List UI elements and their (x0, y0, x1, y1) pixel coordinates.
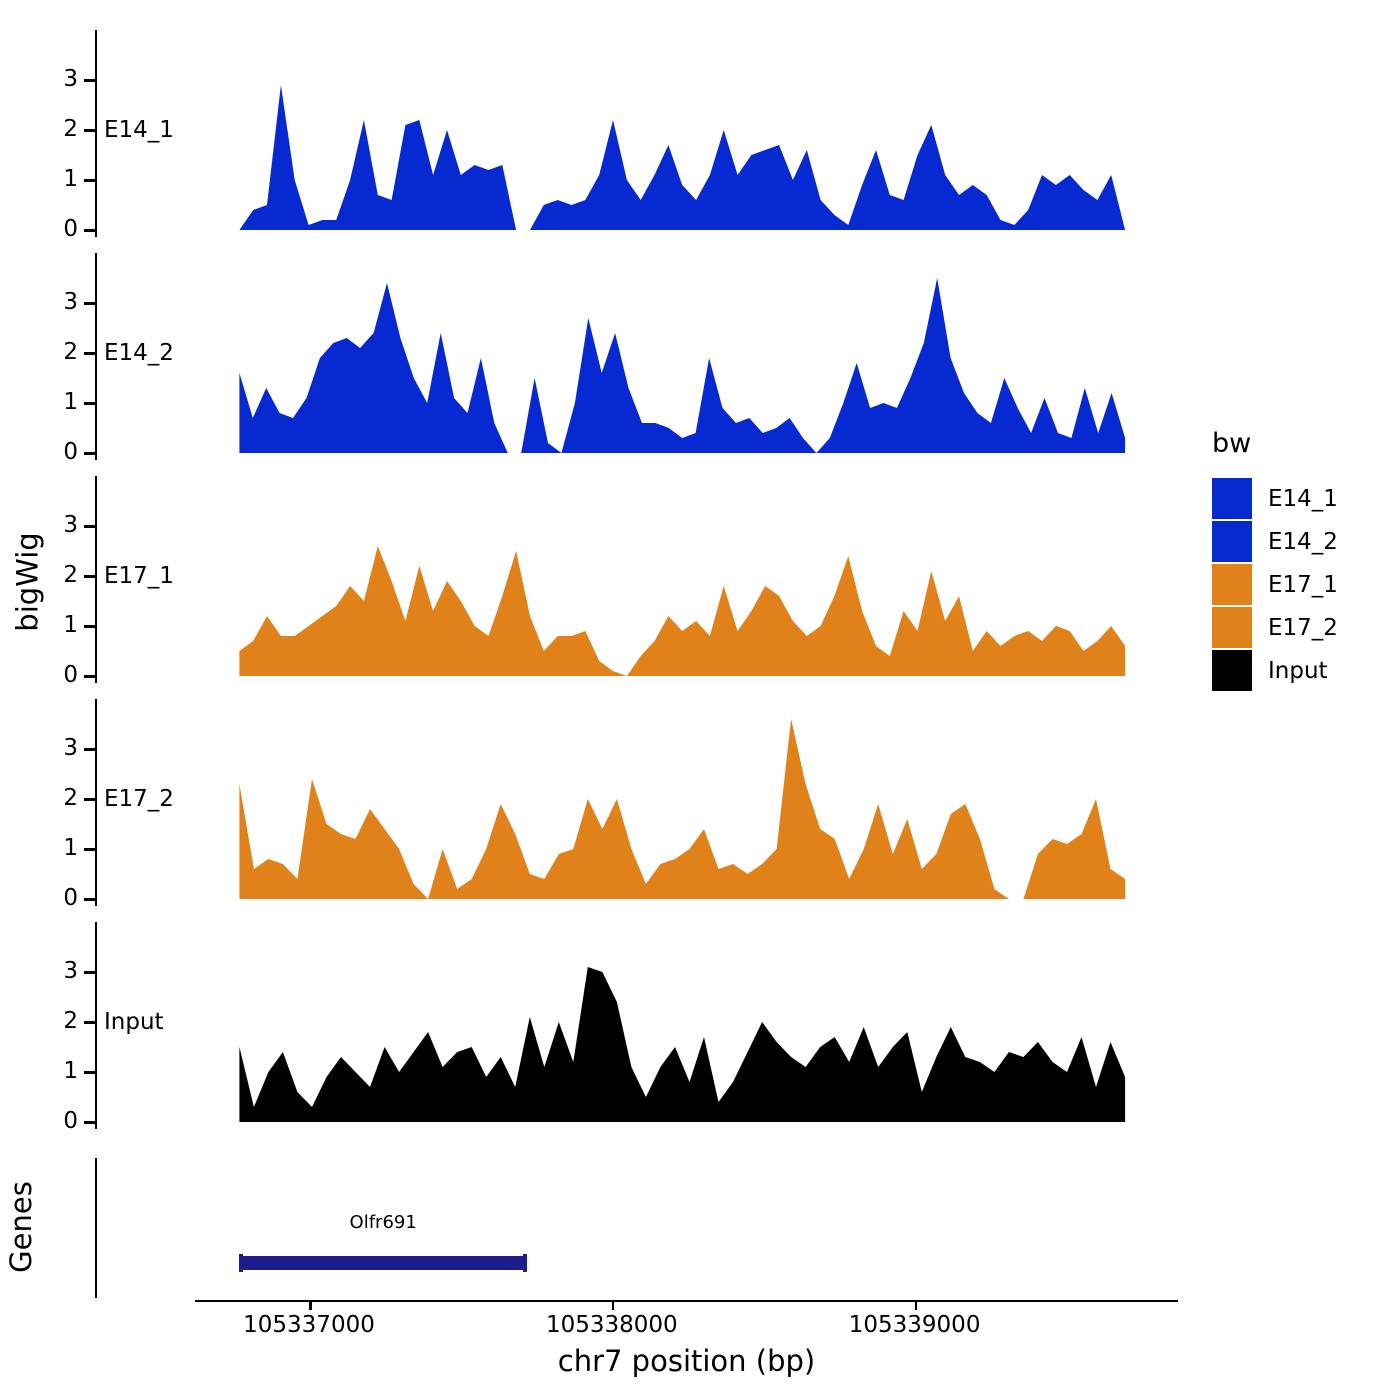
y-tick-mark (84, 971, 95, 974)
y-tick-label: 3 (63, 66, 78, 92)
y-tick-label: 1 (63, 389, 78, 415)
y-tick-label: 1 (63, 166, 78, 192)
y-tick-mark (84, 79, 95, 82)
legend-item: E14_1 (1212, 477, 1392, 520)
y-tick-mark (84, 452, 95, 455)
x-tick-label: 105338000 (545, 1312, 678, 1338)
y-tick-label: 3 (63, 958, 78, 984)
legend-items: E14_1 E14_2 E17_1 E17_2 Input (1212, 477, 1392, 692)
y-tick-label: 0 (63, 662, 78, 688)
track-y-axis-line (95, 922, 97, 1129)
legend-item: Input (1212, 649, 1392, 692)
legend-title: bw (1212, 428, 1252, 459)
signal-area (239, 85, 1126, 230)
y-tick-label: 2 (63, 1008, 78, 1034)
y-tick-mark (84, 798, 95, 801)
y-tick-mark (84, 898, 95, 901)
track-label: E17_2 (104, 786, 174, 812)
y-tick-label: 3 (63, 289, 78, 315)
signal-area (239, 546, 1126, 676)
track-y-axis-line (95, 476, 97, 683)
legend-label: E14_2 (1268, 529, 1338, 555)
x-axis: chr7 position (bp) 105337000 105338000 105… (0, 1300, 1400, 1400)
y-tick-label: 3 (63, 735, 78, 761)
x-tick-mark (914, 1302, 918, 1310)
legend-label: E14_1 (1268, 486, 1338, 512)
y-tick-label: 2 (63, 339, 78, 365)
x-axis-title: chr7 position (bp) (557, 1344, 816, 1378)
y-tick-label: 0 (63, 439, 78, 465)
genes-axis-line (95, 1158, 97, 1298)
track-y-axis-line (95, 699, 97, 906)
track-y-axis-line (95, 253, 97, 460)
legend-swatch (1212, 650, 1252, 691)
y-tick-label: 1 (63, 835, 78, 861)
y-tick-label: 0 (63, 885, 78, 911)
track-area-plot (239, 967, 1126, 1122)
track-e17-2: E17_2 0 1 2 3 (0, 694, 1400, 911)
gene-name-label: Olfr691 (349, 1212, 417, 1233)
y-tick-mark (84, 1021, 95, 1024)
y-tick-mark (84, 129, 95, 132)
y-tick-label: 2 (63, 116, 78, 142)
track-e17-1: E17_1 0 1 2 3 (0, 471, 1400, 688)
y-tick-label: 3 (63, 512, 78, 538)
y-tick-mark (84, 525, 95, 528)
legend-swatch (1212, 478, 1252, 519)
gene-body-olfr691 (239, 1254, 528, 1272)
y-tick-mark (84, 675, 95, 678)
track-y-axis-line (95, 30, 97, 237)
track-area-plot (239, 278, 1126, 453)
track-area-plot (239, 719, 1126, 899)
legend-item: E17_2 (1212, 606, 1392, 649)
x-tick-mark (611, 1302, 615, 1310)
y-tick-mark (84, 625, 95, 628)
y-tick-label: 0 (63, 216, 78, 242)
legend-swatch (1212, 607, 1252, 648)
y-tick-mark (84, 229, 95, 232)
y-tick-mark (84, 1071, 95, 1074)
legend-label: Input (1268, 658, 1328, 684)
y-tick-mark (84, 848, 95, 851)
legend-swatch (1212, 521, 1252, 562)
legend-label: E17_1 (1268, 572, 1338, 598)
y-tick-mark (84, 575, 95, 578)
x-axis-line (195, 1300, 1178, 1302)
y-tick-mark (84, 302, 95, 305)
legend: bw E14_1 E14_2 E17_1 E17_2 Input (1212, 428, 1392, 692)
track-label: E14_1 (104, 117, 174, 143)
legend-swatch (1212, 564, 1252, 605)
y-tick-label: 2 (63, 785, 78, 811)
y-tick-label: 1 (63, 1058, 78, 1084)
x-tick-mark (309, 1302, 312, 1310)
y-tick-mark (84, 402, 95, 405)
y-tick-label: 2 (63, 562, 78, 588)
track-label: E14_2 (104, 340, 174, 366)
signal-area (239, 967, 1126, 1122)
track-e14-1: E14_1 0 1 2 3 (0, 25, 1400, 242)
y-tick-label: 1 (63, 612, 78, 638)
genes-track: Olfr691 (0, 1150, 1400, 1302)
track-area-plot (239, 546, 1126, 676)
y-tick-label: 0 (63, 1108, 78, 1134)
y-tick-mark (84, 352, 95, 355)
signal-area (239, 719, 1126, 899)
x-tick-label: 105339000 (848, 1312, 981, 1338)
track-label: E17_1 (104, 563, 174, 589)
legend-item: E14_2 (1212, 520, 1392, 563)
track-area-plot (239, 85, 1126, 230)
y-tick-mark (84, 748, 95, 751)
track-input: Input 0 1 2 3 (0, 917, 1400, 1134)
track-label: Input (104, 1009, 164, 1035)
legend-item: E17_1 (1212, 563, 1392, 606)
x-tick-label: 105337000 (243, 1312, 375, 1338)
y-tick-mark (84, 1121, 95, 1124)
signal-area (239, 278, 1126, 453)
track-e14-2: E14_2 0 1 2 3 (0, 248, 1400, 465)
legend-label: E17_2 (1268, 615, 1338, 641)
y-tick-mark (84, 179, 95, 182)
